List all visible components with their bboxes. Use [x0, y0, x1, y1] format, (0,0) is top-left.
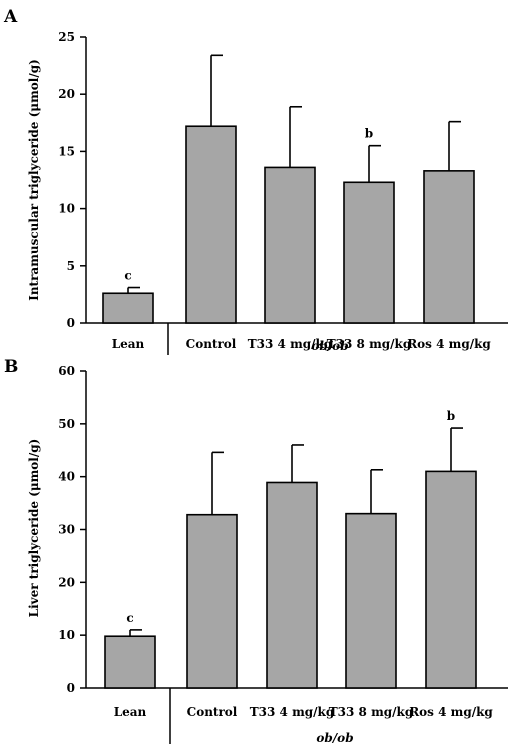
category-label: T33 4 mg/kg [248, 337, 333, 351]
bar [185, 125, 237, 324]
y-tick-label: 20 [58, 575, 75, 589]
bar [266, 481, 318, 689]
bar [343, 181, 395, 324]
y-axis-title-a: Intramuscular triglyceride (μmol/g) [27, 59, 41, 301]
bar [345, 512, 397, 689]
y-tick-label: 0 [67, 681, 75, 695]
chart-panel-b: B Liver triglyceride (μmol/g) ob/ob 0 10 2… [4, 357, 508, 745]
y-tick-label: 0 [67, 316, 75, 330]
y-tick-label: 30 [58, 523, 75, 537]
category-label: Ros 4 mg/kg [407, 337, 491, 351]
category-label: T33 8 mg/kg [329, 705, 414, 719]
y-tick-label: 10 [58, 202, 75, 216]
y-tick-label: 50 [58, 417, 75, 431]
category-label: T33 4 mg/kg [250, 705, 335, 719]
category-label: Control [187, 705, 238, 719]
category-label: Lean [114, 705, 147, 719]
panel-letter-a: A [3, 7, 18, 27]
bar [264, 166, 316, 324]
bar [425, 470, 477, 689]
bar [423, 170, 475, 324]
significance-label: b [447, 409, 455, 423]
y-tick-label: 20 [58, 87, 75, 101]
y-tick-label: 40 [58, 470, 75, 484]
category-label: T33 8 mg/kg [327, 337, 412, 351]
group-label-b: ob/ob [316, 731, 353, 745]
category-label: Ros 4 mg/kg [409, 705, 493, 719]
y-tick-label: 5 [67, 259, 75, 273]
category-label: Lean [112, 337, 145, 351]
bar [186, 513, 238, 689]
category-label: Control [186, 337, 237, 351]
significance-label: b [365, 127, 373, 141]
y-tick-label: 60 [58, 364, 75, 378]
chart-panel-a: A Intramuscular triglyceride (μmol/g) ob… [3, 7, 508, 355]
y-tick-label: 10 [58, 628, 75, 642]
panel-letter-b: B [4, 357, 18, 377]
y-tick-label: 15 [58, 144, 75, 158]
y-axis-title-b: Liver triglyceride (μmol/g) [27, 439, 41, 618]
bar [104, 635, 156, 689]
y-tick-label: 25 [58, 30, 75, 44]
significance-label: c [124, 269, 131, 283]
significance-label: c [126, 611, 133, 625]
group-label-a: ob/ob [311, 339, 348, 353]
bar [102, 292, 154, 324]
